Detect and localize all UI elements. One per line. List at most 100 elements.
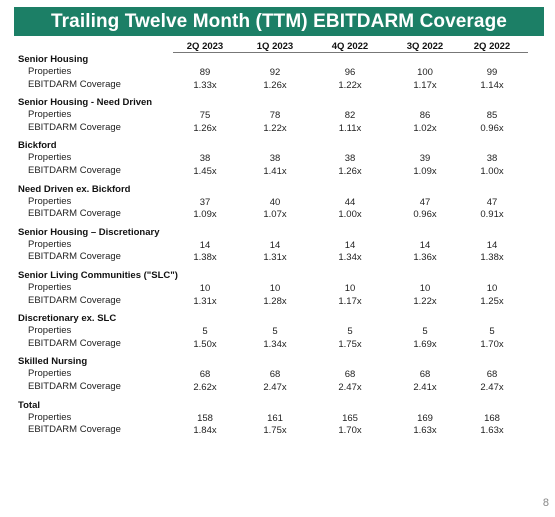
table-cell: 5 — [202, 326, 208, 338]
page-title: Trailing Twelve Month (TTM) EBITDARM Cov… — [51, 11, 507, 32]
table-row: Properties 158 161 165 169 168 — [18, 412, 528, 425]
row-label: Properties — [28, 152, 72, 164]
table-cell: 161 — [267, 412, 283, 424]
coverage-table: 2Q 2023 1Q 2023 4Q 2022 3Q 2022 2Q 2022 … — [18, 40, 528, 437]
table-cell: 1.75x — [263, 425, 287, 437]
table-section: Total Properties 158 161 165 169 168 EBITDARM C… — [18, 399, 528, 437]
table-cell: 1.33x — [193, 79, 217, 91]
table-row: Properties 38 38 38 39 38 — [18, 152, 528, 165]
table-cell: 40 — [269, 196, 281, 208]
table-cell: 1.28x — [263, 295, 287, 307]
section-title: Senior Housing - Need Driven — [18, 97, 153, 109]
table-cell: 1.17x — [338, 295, 362, 307]
table-body: Senior Housing Properties 89 92 96 100 99 EBITD… — [18, 53, 528, 437]
table-cell: 10 — [199, 282, 211, 294]
table-cell: 1.36x — [413, 252, 437, 264]
table-cell: 168 — [484, 412, 500, 424]
table-header: 2Q 2023 1Q 2023 4Q 2022 3Q 2022 2Q 2022 — [18, 40, 528, 53]
row-label: EBITDARM Coverage — [28, 294, 121, 306]
table-cell: 1.26x — [338, 165, 362, 177]
table-cell: 1.38x — [193, 252, 217, 264]
section-title: Senior Housing – Discretionary — [18, 226, 160, 238]
table-cell: 37 — [199, 196, 211, 208]
table-cell: 165 — [342, 412, 358, 424]
table-cell: 89 — [199, 67, 211, 78]
table-section: Senior Housing Properties 89 92 96 100 99 EBITD… — [18, 53, 528, 91]
row-label: Properties — [28, 411, 72, 423]
table-cell: 1.07x — [263, 209, 287, 221]
table-cell: 1.14x — [480, 79, 504, 91]
table-cell: 75 — [199, 110, 211, 122]
row-label: Properties — [28, 66, 72, 77]
table-cell: 1.70x — [480, 338, 504, 350]
table-cell: 0.96x — [480, 122, 504, 134]
page-number: 8 — [542, 497, 549, 509]
table-cell: 14 — [199, 239, 211, 251]
table-cell: 169 — [417, 412, 433, 424]
table-cell: 1.22x — [263, 122, 287, 134]
table-row: Properties 10 10 10 10 10 — [18, 282, 528, 295]
table-cell: 1.84x — [193, 425, 217, 437]
table-cell: 5 — [347, 326, 353, 338]
table-cell: 14 — [344, 239, 356, 251]
table-row: EBITDARM Coverage 1.33x 1.26x 1.22x 1.17x 1.1… — [18, 79, 528, 92]
row-label: Properties — [28, 238, 72, 250]
table-cell: 1.00x — [480, 165, 504, 177]
table-cell: 14 — [486, 239, 498, 251]
table-cell: 82 — [344, 110, 356, 122]
table-row: Properties 14 14 14 14 14 — [18, 239, 528, 252]
section-title: Senior Living Communities ("SLC") — [18, 269, 178, 281]
table-section: Bickford Properties 38 38 38 39 38 EBITDARM Cov… — [18, 139, 528, 177]
table-cell: 1.34x — [338, 252, 362, 264]
table-cell: 1.70x — [338, 425, 362, 437]
table-cell: 38 — [486, 153, 498, 165]
table-cell: 86 — [419, 110, 431, 122]
table-row: EBITDARM Coverage 2.62x 2.47x 2.47x 2.41x 2.4… — [18, 381, 528, 394]
header-divider — [173, 52, 528, 53]
table-cell: 0.91x — [480, 209, 504, 221]
table-cell: 100 — [417, 67, 433, 78]
row-label: EBITDARM Coverage — [28, 164, 121, 176]
section-title: Senior Housing — [18, 54, 89, 65]
table-cell: 1.25x — [480, 295, 504, 307]
row-label: EBITDARM Coverage — [28, 251, 121, 263]
table-row: EBITDARM Coverage 1.45x 1.41x 1.26x 1.09x 1.0… — [18, 165, 528, 178]
table-cell: 1.17x — [413, 79, 437, 91]
table-cell: 68 — [486, 369, 498, 381]
table-cell: 44 — [344, 196, 356, 208]
table-cell: 1.38x — [480, 252, 504, 264]
table-cell: 92 — [269, 67, 281, 78]
column-header: 2Q 2023 — [186, 41, 224, 52]
table-cell: 1.02x — [413, 122, 437, 134]
table-section: Senior Housing – Discretionary Properties… — [18, 226, 528, 264]
table-cell: 38 — [199, 153, 211, 165]
table-cell: 68 — [269, 369, 281, 381]
table-cell: 99 — [486, 67, 498, 78]
table-cell: 1.63x — [480, 425, 504, 437]
table-row: Properties 37 40 44 47 47 — [18, 196, 528, 209]
table-cell: 10 — [419, 282, 431, 294]
table-cell: 2.47x — [480, 381, 504, 393]
table-cell: 2.47x — [338, 381, 362, 393]
table-section: Discretionary ex. SLC Properties 5 5 5 5 5 EBIT… — [18, 312, 528, 350]
table-section: Senior Living Communities ("SLC") Propert… — [18, 269, 528, 307]
table-cell: 1.22x — [413, 295, 437, 307]
table-cell: 2.41x — [413, 381, 437, 393]
table-cell: 0.96x — [413, 209, 437, 221]
table-cell: 1.69x — [413, 338, 437, 350]
page-title-banner: Trailing Twelve Month (TTM) EBITDARM Cov… — [14, 7, 544, 36]
table-row: Properties 5 5 5 5 5 — [18, 325, 528, 338]
table-cell: 1.50x — [193, 338, 217, 350]
table-cell: 10 — [269, 282, 281, 294]
table-cell: 68 — [344, 369, 356, 381]
row-label: EBITDARM Coverage — [28, 121, 121, 133]
row-label: EBITDARM Coverage — [28, 380, 121, 392]
table-section: Skilled Nursing Properties 68 68 68 68 68 EBITD… — [18, 355, 528, 393]
table-cell: 39 — [419, 153, 431, 165]
table-cell: 78 — [269, 110, 281, 122]
table-cell: 1.00x — [338, 209, 362, 221]
table-cell: 5 — [272, 326, 278, 338]
table-cell: 10 — [486, 282, 498, 294]
row-label: EBITDARM Coverage — [28, 78, 121, 90]
table-cell: 47 — [486, 196, 498, 208]
